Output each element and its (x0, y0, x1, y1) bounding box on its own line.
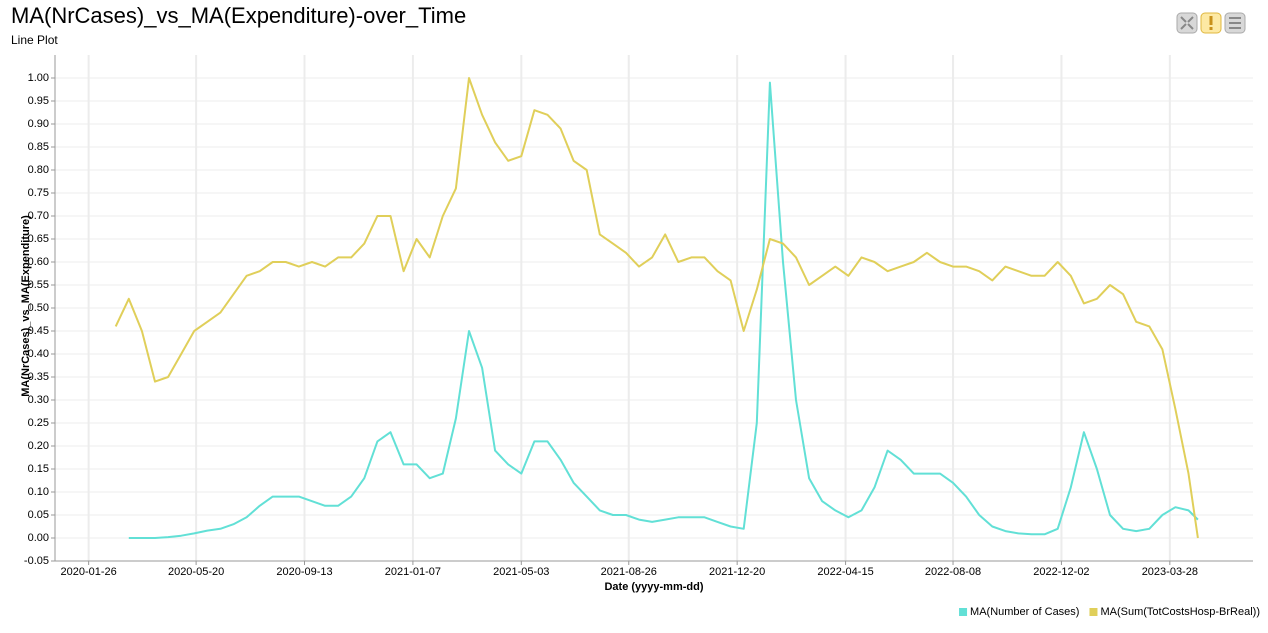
x-tick-label: 2022-04-15 (817, 566, 873, 578)
y-tick-label: 0.30 (28, 394, 49, 406)
y-tick-label: 0.60 (28, 256, 49, 268)
y-tick-label: 0.75 (28, 187, 49, 199)
y-tick-label: 0.15 (28, 463, 49, 475)
legend-label: MA(Number of Cases) (970, 606, 1079, 618)
x-tick-label: 2020-09-13 (276, 566, 332, 578)
y-tick-label: 0.45 (28, 325, 49, 337)
warning-icon (1209, 16, 1213, 25)
chart-title: MA(NrCases)_vs_MA(Expenditure)-over_Time (11, 3, 466, 28)
legend-label: MA(Sum(TotCostsHosp-BrReal)) (1100, 606, 1260, 618)
y-tick-label: 0.00 (28, 532, 49, 544)
chart-subtitle: Line Plot (11, 33, 58, 47)
warning-icon (1209, 27, 1213, 30)
series-line (128, 81, 1199, 539)
x-tick-label: 2021-08-26 (601, 566, 657, 578)
fullscreen-icon (1180, 16, 1194, 30)
y-tick-label: 1.00 (28, 72, 49, 84)
y-tick-label: 0.10 (28, 486, 49, 498)
menu-icon (1229, 17, 1241, 29)
y-tick-label: 0.50 (28, 302, 49, 314)
y-tick-label: 0.80 (28, 164, 49, 176)
y-tick-label: 0.55 (28, 279, 49, 291)
x-tick-label: 2022-12-02 (1033, 566, 1089, 578)
legend-swatch (959, 608, 968, 616)
y-tick-label: 0.05 (28, 509, 49, 521)
y-tick-label: 0.35 (28, 371, 49, 383)
y-tick-label: 0.70 (28, 210, 49, 222)
y-tick-label: 0.95 (28, 95, 49, 107)
y-tick-label: 0.90 (28, 118, 49, 130)
x-tick-label: 2021-12-20 (709, 566, 765, 578)
y-tick-label: 0.25 (28, 417, 49, 429)
legend-swatch (1089, 608, 1098, 616)
x-axis-label: Date (yyyy-mm-dd) (604, 581, 703, 593)
y-axis-label: MA(NrCases)_vs_MA(Expenditure) (20, 215, 32, 397)
x-tick-label: 2021-05-03 (493, 566, 549, 578)
x-tick-label: 2020-05-20 (168, 566, 224, 578)
x-tick-label: 2020-01-26 (61, 566, 117, 578)
x-tick-label: 2023-03-28 (1142, 566, 1198, 578)
y-tick-label: 0.85 (28, 141, 49, 153)
series-line (114, 77, 1199, 539)
y-tick-label: -0.05 (24, 555, 49, 567)
y-tick-label: 0.65 (28, 233, 49, 245)
y-tick-label: 0.20 (28, 440, 49, 452)
fullscreen-button[interactable] (1176, 12, 1198, 34)
grid (55, 55, 1253, 562)
x-tick-label: 2022-08-08 (925, 566, 981, 578)
x-tick-label: 2021-01-07 (385, 566, 441, 578)
y-tick-label: 0.40 (28, 348, 49, 360)
toolbar (1176, 12, 1246, 34)
